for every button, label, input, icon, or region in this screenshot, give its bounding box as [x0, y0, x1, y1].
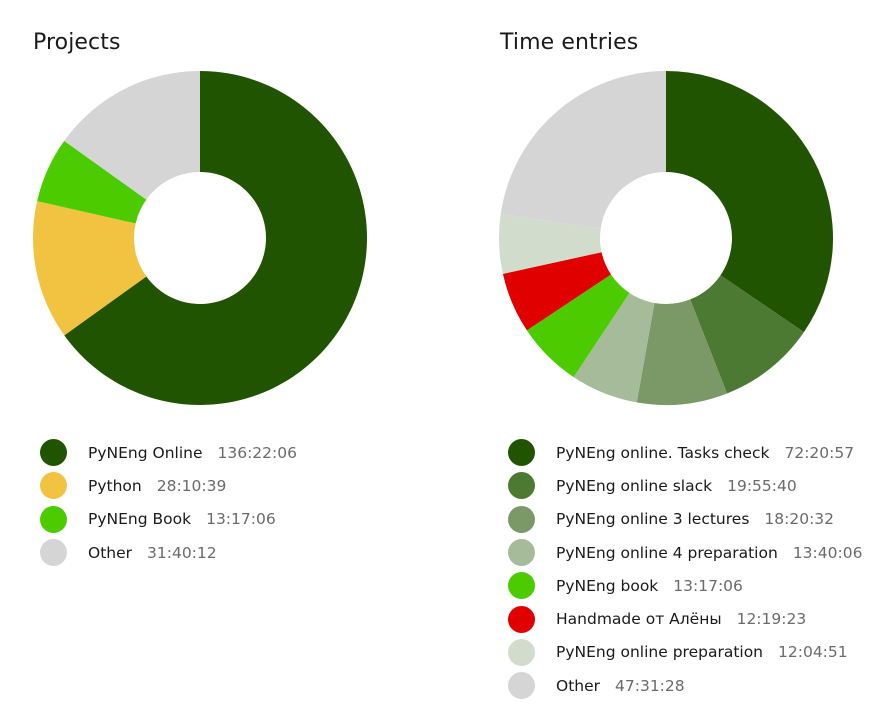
- legend-duration: 31:40:12: [147, 543, 217, 562]
- legend-item-handmade[interactable]: Handmade от Алёны 12:19:23: [508, 602, 862, 635]
- legend-swatch: [508, 439, 535, 467]
- projects-donut-chart: [32, 71, 367, 405]
- legend-duration: 12:04:51: [778, 643, 848, 662]
- legend-item-pyneng-online-4-preparation[interactable]: PyNEng online 4 preparation 13:40:06: [508, 536, 862, 569]
- legend-duration: 47:31:28: [615, 676, 685, 695]
- legend-label: Other: [88, 543, 133, 562]
- legend-swatch: [508, 539, 535, 567]
- donut-slice-pyneng-online-preparation[interactable]: [499, 213, 602, 274]
- legend-label: Handmade от Алёны: [556, 610, 722, 629]
- legend-swatch: [508, 572, 535, 600]
- legend-duration: 19:55:40: [727, 476, 797, 495]
- legend-label: Other: [556, 676, 601, 695]
- legend-item-pyneng-book[interactable]: PyNEng book 13:17:06: [508, 569, 862, 602]
- legend-swatch: [508, 472, 535, 500]
- donut-slice-pyneng-online-4-preparation[interactable]: [573, 292, 655, 403]
- legend-item-pyneng-online-slack[interactable]: PyNEng online slack 19:55:40: [508, 469, 862, 502]
- legend-swatch: [508, 505, 535, 533]
- donut-slice-pyneng-online-tasks-check[interactable]: [666, 71, 833, 333]
- time-entries-panel: Time entries PyNEng online. Tasks check 7…: [466, 0, 892, 723]
- legend-swatch: [40, 539, 67, 567]
- legend-label: PyNEng Book: [88, 510, 192, 529]
- projects-legend: PyNEng Online 136:22:06 Python 28:10:39 PyNE…: [40, 436, 297, 569]
- legend-swatch: [508, 605, 535, 633]
- legend-item-pyneng-online-tasks-check[interactable]: PyNEng online. Tasks check 72:20:57: [508, 436, 862, 469]
- legend-swatch: [40, 439, 67, 467]
- donut-slice-pyneng-book[interactable]: [37, 140, 147, 224]
- donut-slice-pyneng-online-3-lectures[interactable]: [636, 299, 728, 405]
- donut-slice-pyneng-book[interactable]: [526, 274, 630, 378]
- legend-swatch: [508, 672, 535, 700]
- donut-slice-handmade[interactable]: [502, 252, 612, 331]
- donut-slice-pyneng-online[interactable]: [64, 71, 367, 405]
- time-entries-legend: PyNEng online. Tasks check 72:20:57 PyNEng…: [508, 436, 862, 702]
- legend-item-pyneng-book[interactable]: PyNEng Book 13:17:06: [40, 503, 297, 536]
- projects-chart-title: Projects: [33, 30, 121, 55]
- legend-label: PyNEng online 3 lectures: [556, 510, 750, 529]
- legend-item-other[interactable]: Other 31:40:12: [40, 536, 297, 569]
- legend-item-other[interactable]: Other 47:31:28: [508, 669, 862, 702]
- legend-item-pyneng-online[interactable]: PyNEng Online 136:22:06: [40, 436, 297, 469]
- legend-swatch: [40, 472, 67, 500]
- donut-slice-other[interactable]: [500, 71, 666, 229]
- legend-label: PyNEng book: [556, 576, 659, 595]
- legend-label: PyNEng online slack: [556, 476, 713, 495]
- legend-duration: 28:10:39: [156, 476, 227, 495]
- legend-swatch: [508, 638, 535, 666]
- legend-duration: 13:17:06: [206, 510, 276, 529]
- time-entries-donut-chart: [499, 71, 833, 405]
- legend-swatch: [40, 505, 67, 533]
- donut-slice-other[interactable]: [64, 71, 200, 200]
- legend-label: PyNEng online 4 preparation: [556, 543, 778, 562]
- legend-item-pyneng-online-3-lectures[interactable]: PyNEng online 3 lectures 18:20:32: [508, 503, 862, 536]
- legend-duration: 18:20:32: [764, 510, 835, 529]
- legend-label: PyNEng online. Tasks check: [556, 443, 770, 462]
- legend-label: PyNEng Online: [88, 443, 203, 462]
- legend-label: Python: [88, 476, 142, 495]
- legend-item-python[interactable]: Python 28:10:39: [40, 469, 297, 502]
- legend-label: PyNEng online preparation: [556, 643, 764, 662]
- legend-duration: 13:40:06: [792, 543, 863, 562]
- projects-panel: Projects PyNEng Online 136:22:06 Python 28:…: [0, 0, 440, 723]
- legend-duration: 12:19:23: [736, 610, 807, 629]
- legend-duration: 72:20:57: [784, 443, 855, 462]
- legend-duration: 13:17:06: [673, 576, 743, 595]
- time-entries-chart-title: Time entries: [500, 30, 639, 55]
- donut-slice-pyneng-online-slack[interactable]: [690, 275, 804, 394]
- donut-slice-python[interactable]: [32, 201, 147, 336]
- legend-duration: 136:22:06: [217, 443, 297, 462]
- legend-item-pyneng-online-preparation[interactable]: PyNEng online preparation 12:04:51: [508, 636, 862, 669]
